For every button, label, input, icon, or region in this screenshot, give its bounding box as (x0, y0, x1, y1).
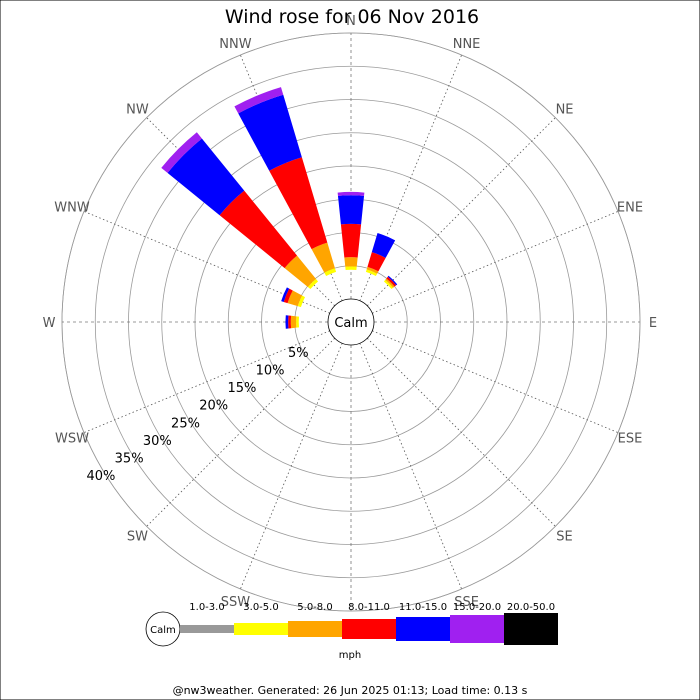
direction-label-nw: NW (126, 102, 149, 117)
direction-label-ne: NE (556, 102, 574, 117)
bar-ne-bin-4 (386, 276, 397, 287)
wind-bars (161, 87, 398, 329)
legend-swatch-3 (288, 621, 342, 637)
direction-label-n: N (346, 14, 356, 29)
bar-wnw-bin-3 (287, 290, 303, 307)
bar-n-bin-3 (344, 257, 358, 267)
legend-label-5: 11.0-15.0 (399, 602, 447, 613)
legend-label-3: 5.0-8.0 (297, 602, 332, 613)
bar-nnw-bin-5 (238, 94, 302, 171)
bar-nw-bin-5 (167, 138, 245, 216)
ring-label-10: 10% (256, 363, 285, 378)
bar-nw-bin-4 (219, 190, 298, 269)
legend-label-4: 8.0-11.0 (348, 602, 390, 613)
direction-label-nnw: NNW (219, 37, 251, 52)
legend-calm-label: Calm (150, 625, 176, 636)
grid-ring-7 (94, 65, 608, 579)
bar-nw-bin-2 (307, 278, 319, 290)
legend-swatch-1 (180, 625, 234, 633)
spoke-ssw (240, 343, 343, 590)
bar-w-bin-4 (288, 315, 292, 329)
legend-swatch-5 (396, 617, 450, 641)
legend-swatch-6 (450, 615, 504, 643)
direction-label-wsw: WSW (55, 432, 89, 447)
bar-nnw-bin-4 (269, 157, 328, 250)
direction-label-w: W (43, 316, 56, 331)
legend-items: 1.0-3.0 3.0-5.0 5.0-8.0 8.0-11.0 11.0-15.0 15… (180, 602, 558, 645)
grid-ring-5 (161, 132, 541, 512)
direction-label-e: E (649, 316, 657, 331)
legend-label-7: 20.0-50.0 (507, 602, 555, 613)
direction-label-ene: ENE (617, 200, 643, 215)
direction-label-nne: NNE (453, 37, 481, 52)
bar-ne-bin-2 (383, 279, 394, 290)
bar-wnw-bin-4 (283, 288, 293, 304)
direction-label-ssw: SSW (221, 595, 251, 610)
legend-label-2: 3.0-5.0 (243, 602, 278, 613)
spoke-se (366, 337, 556, 527)
calm-center: Calm (327, 298, 375, 346)
direction-label-wnw: WNW (54, 200, 90, 215)
ring-label-15: 15% (227, 381, 256, 396)
bar-nne-bin-4 (367, 252, 386, 272)
bar-nne-bin-3 (366, 266, 379, 274)
bar-nnw-bin-2 (324, 268, 337, 277)
ring-labels: 5%10%15% 20% 25% 30% 35%40% (86, 346, 308, 484)
bar-w-bin-2 (296, 316, 300, 328)
ring-label-30: 30% (143, 434, 172, 449)
bar-nne-bin-2 (365, 269, 378, 277)
spoke-sse (359, 343, 462, 590)
legend-swatch-7 (504, 613, 558, 645)
direction-label-sw: SW (127, 530, 148, 545)
legend-label-6: 15.0-20.0 (453, 602, 501, 613)
bar-w-bin-3 (290, 315, 297, 329)
bar-nnw-bin-3 (311, 242, 335, 273)
calm-circle (327, 298, 375, 346)
ring-label-5: 5% (288, 346, 309, 361)
direction-labels: NNNENEENEEESESESSESSSWSWWSWWWNWNWNNW (43, 14, 658, 633)
direction-label-ese: ESE (618, 432, 643, 447)
ring-label-40: 40% (86, 469, 115, 484)
spoke-sw (146, 337, 336, 527)
chart-title: Wind rose for 06 Nov 2016 (225, 6, 479, 28)
footer-text: @nw3weather. Generated: 26 Jun 2025 01:1… (173, 684, 528, 697)
ring-label-35: 35% (115, 452, 144, 467)
ring-label-20: 20% (199, 399, 228, 414)
direction-label-sse: SSE (454, 595, 479, 610)
ring-label-25: 25% (171, 416, 200, 431)
spoke-ene (372, 211, 619, 314)
legend-unit: mph (339, 650, 361, 661)
calm-label: Calm (334, 316, 367, 331)
legend-label-1: 1.0-3.0 (189, 602, 224, 613)
bar-nw-bin-6 (161, 132, 202, 173)
bar-n-bin-5 (337, 195, 365, 225)
spoke-ese (372, 330, 619, 433)
bar-nw-bin-3 (284, 255, 316, 287)
bar-n-bin-2 (345, 266, 357, 271)
bar-w-bin-5 (285, 315, 289, 329)
bar-wnw-bin-2 (297, 295, 306, 308)
bar-n-bin-4 (340, 223, 362, 258)
bar-nne-bin-5 (371, 233, 396, 258)
bar-wnw-bin-5 (281, 287, 290, 302)
spoke-ne (366, 117, 556, 307)
bar-nnw-bin-6 (234, 87, 284, 114)
legend-swatch-4 (342, 619, 396, 639)
legend-swatch-2 (234, 623, 288, 635)
spoke-wsw (83, 330, 330, 433)
direction-label-se: SE (556, 530, 572, 545)
bar-ne-bin-3 (385, 278, 395, 288)
bar-ne-bin-5 (387, 275, 398, 286)
legend: Calm 1.0-3.0 3.0-5.0 5.0-8.0 8.0-11.0 11.0-1… (145, 602, 558, 661)
bar-n-bin-6 (337, 191, 365, 196)
